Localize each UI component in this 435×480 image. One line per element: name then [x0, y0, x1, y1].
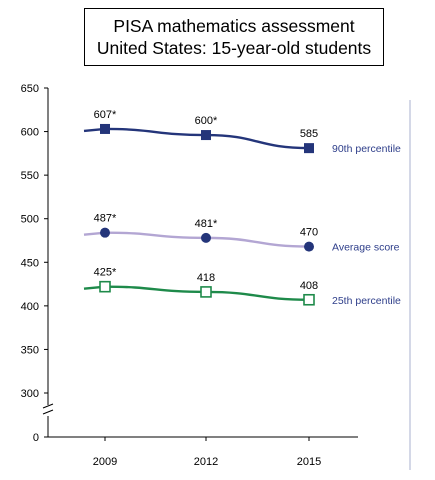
chart-title-line-2: United States: 15-year-old students	[96, 38, 372, 58]
y-axis-break-mark	[42, 403, 54, 409]
x-tick-label: 2012	[194, 456, 218, 468]
x-tick-label: 2009	[93, 456, 117, 468]
data-point	[304, 143, 314, 154]
y-tick-label: 450	[21, 257, 39, 269]
y-tick-label: 650	[21, 83, 39, 95]
axes: 0 300 350 400 450 500 550 600 650 2009 2012 2015	[21, 83, 411, 470]
chart-title-box: PISA mathematics assessment United State…	[84, 8, 384, 66]
data-label: 425*	[94, 267, 117, 279]
y-tick-label: 350	[21, 344, 39, 356]
y-tick-label: 550	[21, 170, 39, 182]
data-label: 487*	[94, 213, 117, 225]
data-label: 408	[300, 280, 318, 292]
data-point	[200, 286, 212, 298]
y-tick-label: 500	[21, 214, 39, 226]
data-label: 470	[300, 227, 318, 239]
y-axis-break-mark	[42, 409, 54, 415]
data-point	[201, 232, 211, 243]
y-tick-label: 600	[21, 127, 39, 139]
series-legend-label: 25th percentile	[332, 295, 401, 307]
data-point	[100, 227, 110, 238]
data-point	[303, 293, 315, 306]
series-legend-label: 90th percentile	[332, 143, 401, 155]
y-tick-label: 300	[21, 388, 39, 400]
series-layer: 607* 600* 585 90th percentile 487* 481* 470 Ave…	[83, 109, 401, 307]
series-90th-percentile: 607* 600* 585 90th percentile	[83, 109, 401, 155]
series-25th-percentile: 425* 418 408 25th percentile	[83, 267, 401, 307]
data-label: 585	[300, 128, 318, 140]
data-point	[100, 123, 110, 134]
data-label: 481*	[195, 218, 218, 230]
data-label: 418	[197, 272, 215, 284]
data-point	[99, 280, 111, 293]
series-legend-label: Average score	[332, 242, 400, 254]
data-point	[201, 130, 211, 141]
chart-title-line-1: PISA mathematics assessment	[113, 16, 355, 36]
series-average-score: 487* 481* 470 Average score	[83, 213, 400, 254]
data-label: 600*	[195, 115, 218, 127]
data-point	[304, 241, 314, 252]
y-tick-label: 400	[21, 301, 39, 313]
y-tick-label: 0	[33, 432, 39, 444]
data-label: 607*	[94, 109, 117, 121]
x-tick-label: 2015	[297, 456, 321, 468]
